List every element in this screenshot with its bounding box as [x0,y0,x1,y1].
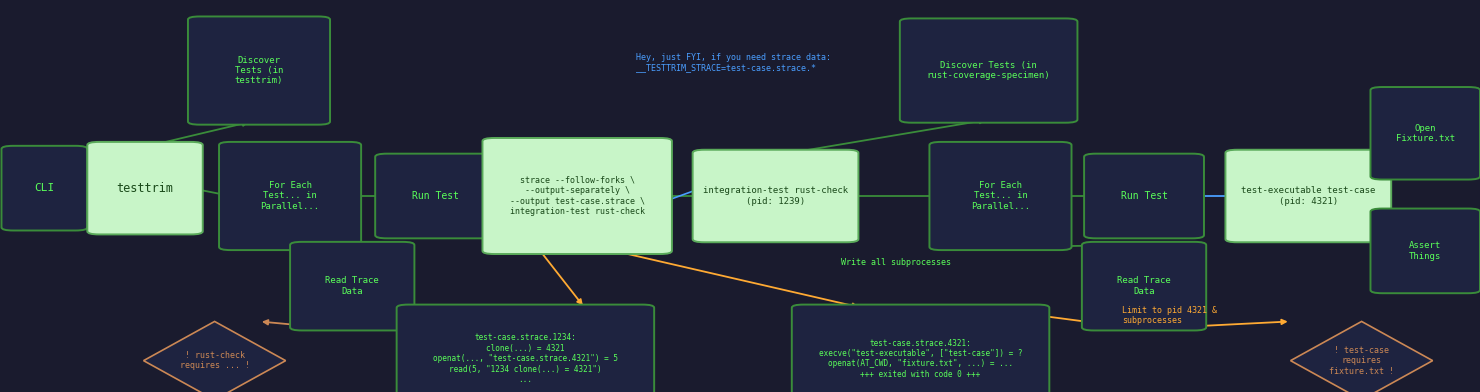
FancyBboxPatch shape [1085,154,1205,238]
FancyBboxPatch shape [397,305,654,392]
Text: Open
Fixture.txt: Open Fixture.txt [1396,123,1455,143]
Text: Discover
Tests (in
testtrim): Discover Tests (in testtrim) [235,56,283,85]
Text: For Each
Test... in
Parallel...: For Each Test... in Parallel... [260,181,320,211]
Text: Run Test: Run Test [1120,191,1168,201]
FancyBboxPatch shape [1370,87,1480,180]
Text: Read Trace
Data: Read Trace Data [1117,276,1171,296]
Text: Hey, just FYI, if you need strace data:
__TESTTRIM_STRACE=test-case.strace.*: Hey, just FYI, if you need strace data: … [636,53,832,73]
Text: Assert
Things: Assert Things [1409,241,1442,261]
FancyBboxPatch shape [482,138,672,254]
Text: testtrim: testtrim [117,181,173,195]
Text: For Each
Test... in
Parallel...: For Each Test... in Parallel... [971,181,1030,211]
FancyBboxPatch shape [376,154,494,238]
Text: Run Test: Run Test [411,191,459,201]
FancyBboxPatch shape [792,305,1049,392]
Text: Write all subprocesses: Write all subprocesses [841,258,950,267]
FancyBboxPatch shape [1225,150,1391,242]
FancyBboxPatch shape [87,142,203,234]
Text: Limit to pid 4321 &
subprocesses: Limit to pid 4321 & subprocesses [1122,306,1217,325]
Polygon shape [144,321,286,392]
Text: test-case.strace.4321:
execve("test-executable", ["test-case"]) = ?
openat(AT_CW: test-case.strace.4321: execve("test-exec… [818,339,1023,379]
FancyBboxPatch shape [1370,209,1480,293]
Text: ! test-case
requires
fixture.txt !: ! test-case requires fixture.txt ! [1329,346,1394,376]
Text: Discover Tests (in
rust-coverage-specimen): Discover Tests (in rust-coverage-specime… [926,61,1051,80]
Text: CLI: CLI [34,183,55,193]
Text: integration-test rust-check
(pid: 1239): integration-test rust-check (pid: 1239) [703,186,848,206]
FancyBboxPatch shape [290,242,414,330]
FancyBboxPatch shape [900,18,1077,123]
FancyBboxPatch shape [188,16,330,125]
FancyBboxPatch shape [1082,242,1206,330]
Polygon shape [1291,321,1433,392]
FancyBboxPatch shape [1,146,87,230]
FancyBboxPatch shape [219,142,361,250]
Text: test-case.strace.1234:
clone(...) = 4321
openat(..., "test-case.strace.4321") = : test-case.strace.1234: clone(...) = 4321… [432,333,619,384]
FancyBboxPatch shape [693,150,858,242]
Text: Read Trace
Data: Read Trace Data [326,276,379,296]
Text: strace --follow-forks \
--output-separately \
--output test-case.strace \
integr: strace --follow-forks \ --output-separat… [509,176,645,216]
Text: test-executable test-case
(pid: 4321): test-executable test-case (pid: 4321) [1242,186,1375,206]
FancyBboxPatch shape [929,142,1072,250]
Text: ! rust-check
requires ... !: ! rust-check requires ... ! [179,351,250,370]
